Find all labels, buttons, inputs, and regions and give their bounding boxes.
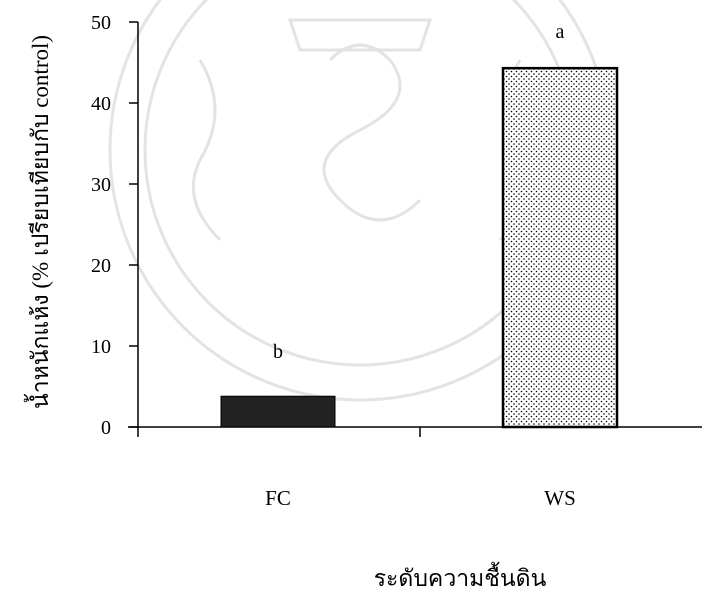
y-tick-label: 20 <box>91 255 111 277</box>
significance-letter: b <box>273 341 283 363</box>
y-tick-label: 40 <box>91 93 111 115</box>
y-tick-label: 0 <box>101 417 111 439</box>
y-axis-ticks: 0 10 20 30 40 50 <box>91 12 421 439</box>
bars <box>220 66 619 429</box>
bar-ws <box>501 66 619 429</box>
x-category-label: FC <box>265 486 291 510</box>
x-axis-category-labels: FC WS <box>265 486 576 510</box>
y-tick-label: 30 <box>91 174 111 196</box>
x-axis-title: ระดับความชื้นดิน <box>374 562 547 591</box>
x-category-label: WS <box>544 486 576 510</box>
bar-fc <box>220 395 336 428</box>
y-tick-label: 50 <box>91 12 111 34</box>
significance-letter: a <box>556 21 565 43</box>
y-axis-title: น้ำหนักแห้ง (% เปรียบเทียบกับ control) <box>24 35 53 409</box>
significance-letters: ba <box>273 21 565 363</box>
y-tick-label: 10 <box>91 336 111 358</box>
